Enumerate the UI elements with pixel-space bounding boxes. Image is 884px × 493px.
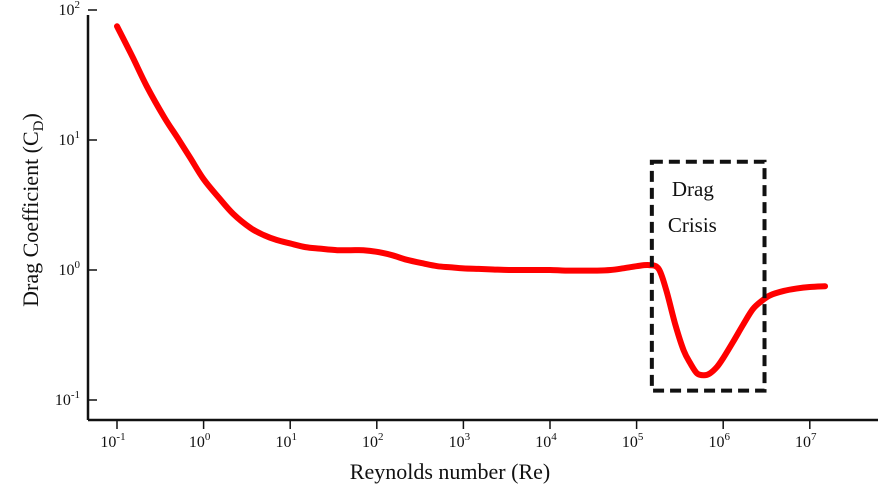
y-tick-label-2: 101 <box>59 129 81 149</box>
drag-crisis-box <box>649 159 767 393</box>
series-layer <box>114 23 829 379</box>
y-axis-title-main: Drag Coefficient (C <box>18 131 43 307</box>
drag-crisis-label-line2: Crisis <box>668 213 717 237</box>
x-tick-label-8: 107 <box>795 431 817 451</box>
x-tick-label-5: 104 <box>535 431 557 451</box>
x-tick-label-2: 101 <box>275 431 297 451</box>
x-tick-label-7: 106 <box>708 431 730 451</box>
ticks-layer: 10-1 100 101 102 103 104 105 106 107 10-1 100 101 10… <box>55 0 817 451</box>
axes-layer <box>86 15 878 422</box>
annotation-layer: Drag Crisis <box>649 159 767 393</box>
y-tick-label-3: 102 <box>59 0 81 19</box>
y-tick-label-1: 100 <box>59 259 81 279</box>
y-tick-label-0: 10-1 <box>55 389 80 409</box>
x-tick-label-3: 102 <box>362 431 384 451</box>
y-axis-title-close: ) <box>18 113 43 120</box>
x-tick-label-0: 10-1 <box>100 431 125 451</box>
y-axis-title: Drag Coefficient (CD) <box>18 113 47 307</box>
drag-curve-line-0 <box>114 23 829 379</box>
x-tick-label-4: 103 <box>449 431 471 451</box>
y-axis-title-subscript: D <box>31 120 47 131</box>
x-tick-label-6: 105 <box>622 431 644 451</box>
x-tick-label-1: 100 <box>189 431 211 451</box>
drag-crisis-label-line1: Drag <box>672 177 714 201</box>
x-axis-title: Reynolds number (Re) <box>350 459 550 484</box>
